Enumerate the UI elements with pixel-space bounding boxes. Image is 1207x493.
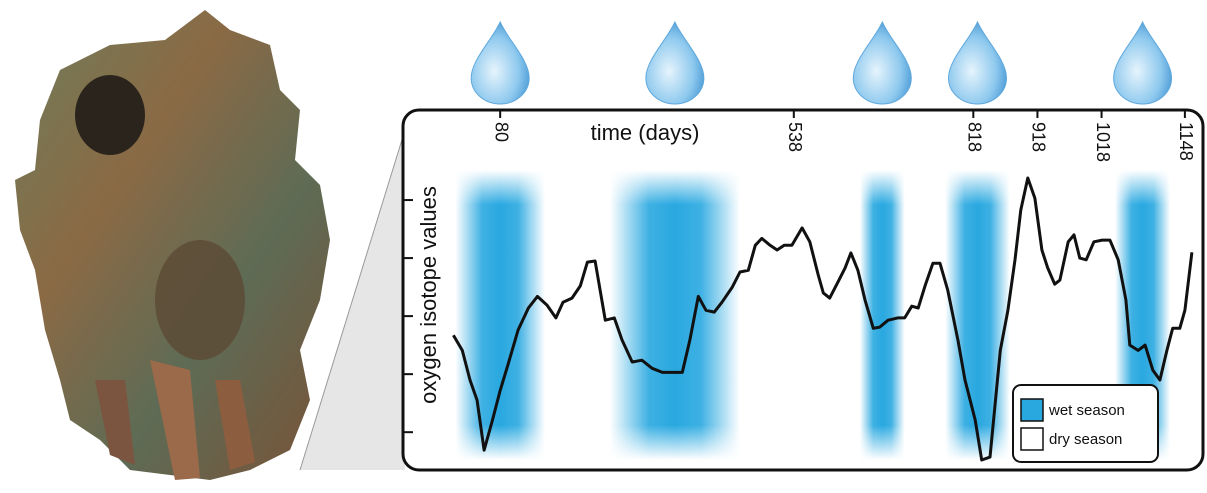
x-tick-label: 1018 bbox=[1093, 122, 1113, 162]
raindrop bbox=[948, 22, 1006, 104]
raindrop bbox=[471, 22, 529, 104]
raindrop bbox=[1114, 22, 1172, 104]
wet-season-band bbox=[455, 170, 545, 460]
x-tick-label: 80 bbox=[491, 122, 511, 142]
figure: 80 538 818 918 1018 1148 time (days) oxygen i… bbox=[0, 0, 1207, 493]
wet-season-band bbox=[860, 170, 905, 460]
fossil-photo bbox=[15, 10, 330, 480]
legend-swatch bbox=[1021, 399, 1043, 421]
wet-season-band bbox=[610, 170, 740, 460]
legend-label: dry season bbox=[1049, 431, 1122, 448]
x-tick-label: 918 bbox=[1029, 122, 1049, 152]
x-tick-label: 818 bbox=[965, 122, 985, 152]
raindrop bbox=[853, 22, 911, 104]
y-axis-label: oxygen isotope values bbox=[416, 186, 441, 404]
raindrop bbox=[646, 22, 704, 104]
legend-label: wet season bbox=[1048, 402, 1125, 419]
x-tick-label: 1148 bbox=[1176, 122, 1196, 161]
x-axis-label: time (days) bbox=[591, 120, 700, 145]
x-tick-label: 538 bbox=[785, 122, 805, 152]
legend-swatch bbox=[1021, 428, 1043, 450]
wet-season-band bbox=[945, 170, 1010, 460]
